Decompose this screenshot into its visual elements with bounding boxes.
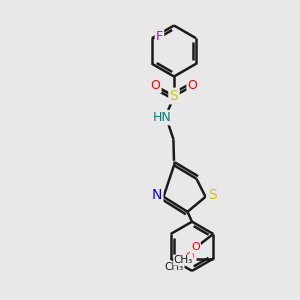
- Text: F: F: [156, 30, 163, 43]
- Text: O: O: [188, 79, 197, 92]
- Text: CH₃: CH₃: [174, 255, 193, 265]
- Text: O: O: [151, 79, 160, 92]
- Text: S: S: [208, 188, 217, 202]
- Text: S: S: [169, 89, 178, 103]
- Text: O: O: [185, 252, 194, 262]
- Text: N: N: [152, 188, 162, 202]
- Text: O: O: [191, 242, 200, 253]
- Text: HN: HN: [153, 111, 171, 124]
- Text: CH₃: CH₃: [165, 262, 184, 272]
